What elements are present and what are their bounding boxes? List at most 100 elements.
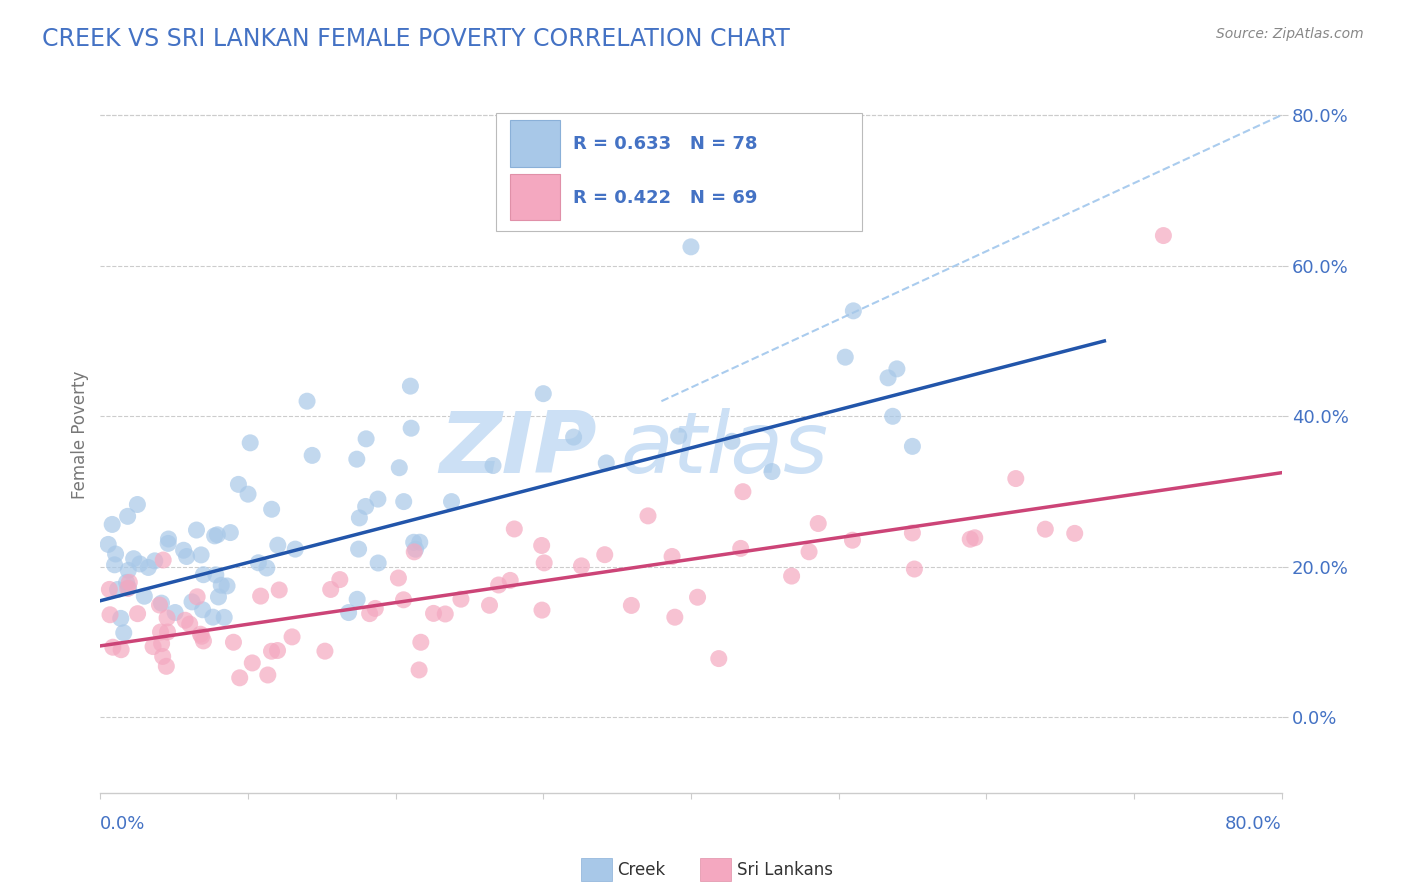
Point	[152, 553, 174, 567]
Point	[193, 634, 215, 648]
FancyBboxPatch shape	[496, 113, 862, 231]
Point	[155, 659, 177, 673]
Point	[834, 350, 856, 364]
Point	[387, 571, 409, 585]
Point	[115, 575, 138, 590]
Point	[349, 511, 371, 525]
Point	[562, 430, 585, 444]
Point	[260, 502, 283, 516]
Y-axis label: Female Poverty: Female Poverty	[72, 371, 89, 500]
FancyBboxPatch shape	[510, 174, 560, 220]
Point	[110, 642, 132, 657]
Point	[1033, 522, 1056, 536]
Point	[359, 607, 381, 621]
Point	[329, 573, 352, 587]
Point	[219, 525, 242, 540]
Point	[127, 498, 149, 512]
Point	[295, 394, 318, 409]
Point	[191, 603, 214, 617]
Point	[807, 516, 830, 531]
Point	[142, 640, 165, 654]
Point	[686, 591, 709, 605]
Point	[721, 434, 744, 449]
Point	[679, 240, 702, 254]
Text: Source: ZipAtlas.com: Source: ZipAtlas.com	[1216, 27, 1364, 41]
Point	[434, 607, 457, 621]
Point	[201, 610, 224, 624]
Point	[117, 509, 139, 524]
FancyBboxPatch shape	[510, 120, 560, 167]
Point	[186, 523, 208, 537]
Point	[364, 601, 387, 615]
Point	[409, 535, 432, 549]
Point	[593, 548, 616, 562]
Point	[212, 610, 235, 624]
Text: Sri Lankans: Sri Lankans	[737, 861, 832, 879]
Point	[157, 536, 180, 550]
Point	[117, 563, 139, 577]
Point	[240, 656, 263, 670]
Point	[190, 548, 212, 562]
Point	[157, 532, 180, 546]
Text: R = 0.633   N = 78: R = 0.633 N = 78	[572, 135, 758, 153]
Point	[128, 557, 150, 571]
Point	[110, 611, 132, 625]
Point	[150, 637, 173, 651]
Point	[450, 592, 472, 607]
Point	[215, 579, 238, 593]
Point	[780, 569, 803, 583]
Point	[707, 651, 730, 665]
Point	[841, 533, 863, 548]
Point	[284, 542, 307, 557]
Point	[179, 617, 201, 632]
Point	[404, 545, 426, 559]
Text: CREEK VS SRI LANKAN FEMALE POVERTY CORRELATION CHART: CREEK VS SRI LANKAN FEMALE POVERTY CORRE…	[42, 27, 790, 51]
Point	[354, 500, 377, 514]
Point	[482, 458, 505, 473]
Point	[440, 494, 463, 508]
Point	[1004, 471, 1026, 485]
Point	[661, 549, 683, 564]
Point	[730, 541, 752, 556]
Point	[530, 603, 553, 617]
Point	[392, 592, 415, 607]
Point	[901, 439, 924, 453]
Point	[186, 590, 208, 604]
Point	[367, 492, 389, 507]
Point	[668, 429, 690, 443]
Point	[190, 627, 212, 641]
Point	[1063, 526, 1085, 541]
Point	[478, 599, 501, 613]
Point	[209, 578, 232, 592]
Point	[181, 595, 204, 609]
Point	[488, 578, 510, 592]
Point	[314, 644, 336, 658]
Point	[399, 421, 422, 435]
Point	[165, 606, 187, 620]
Point	[301, 449, 323, 463]
Point	[354, 432, 377, 446]
Point	[190, 629, 212, 643]
Point	[399, 379, 422, 393]
Point	[388, 460, 411, 475]
Point	[392, 494, 415, 508]
Point	[138, 560, 160, 574]
Point	[173, 543, 195, 558]
Point	[266, 643, 288, 657]
Point	[842, 303, 865, 318]
Point	[1152, 228, 1174, 243]
Point	[530, 539, 553, 553]
Point	[207, 590, 229, 604]
Point	[127, 607, 149, 621]
Point	[595, 456, 617, 470]
Text: 80.0%: 80.0%	[1225, 815, 1281, 833]
Point	[347, 542, 370, 557]
Point	[134, 589, 156, 603]
Point	[664, 610, 686, 624]
Point	[761, 465, 783, 479]
Point	[156, 611, 179, 625]
Point	[104, 547, 127, 561]
Point	[101, 640, 124, 655]
Point	[97, 537, 120, 551]
Point	[118, 575, 141, 590]
